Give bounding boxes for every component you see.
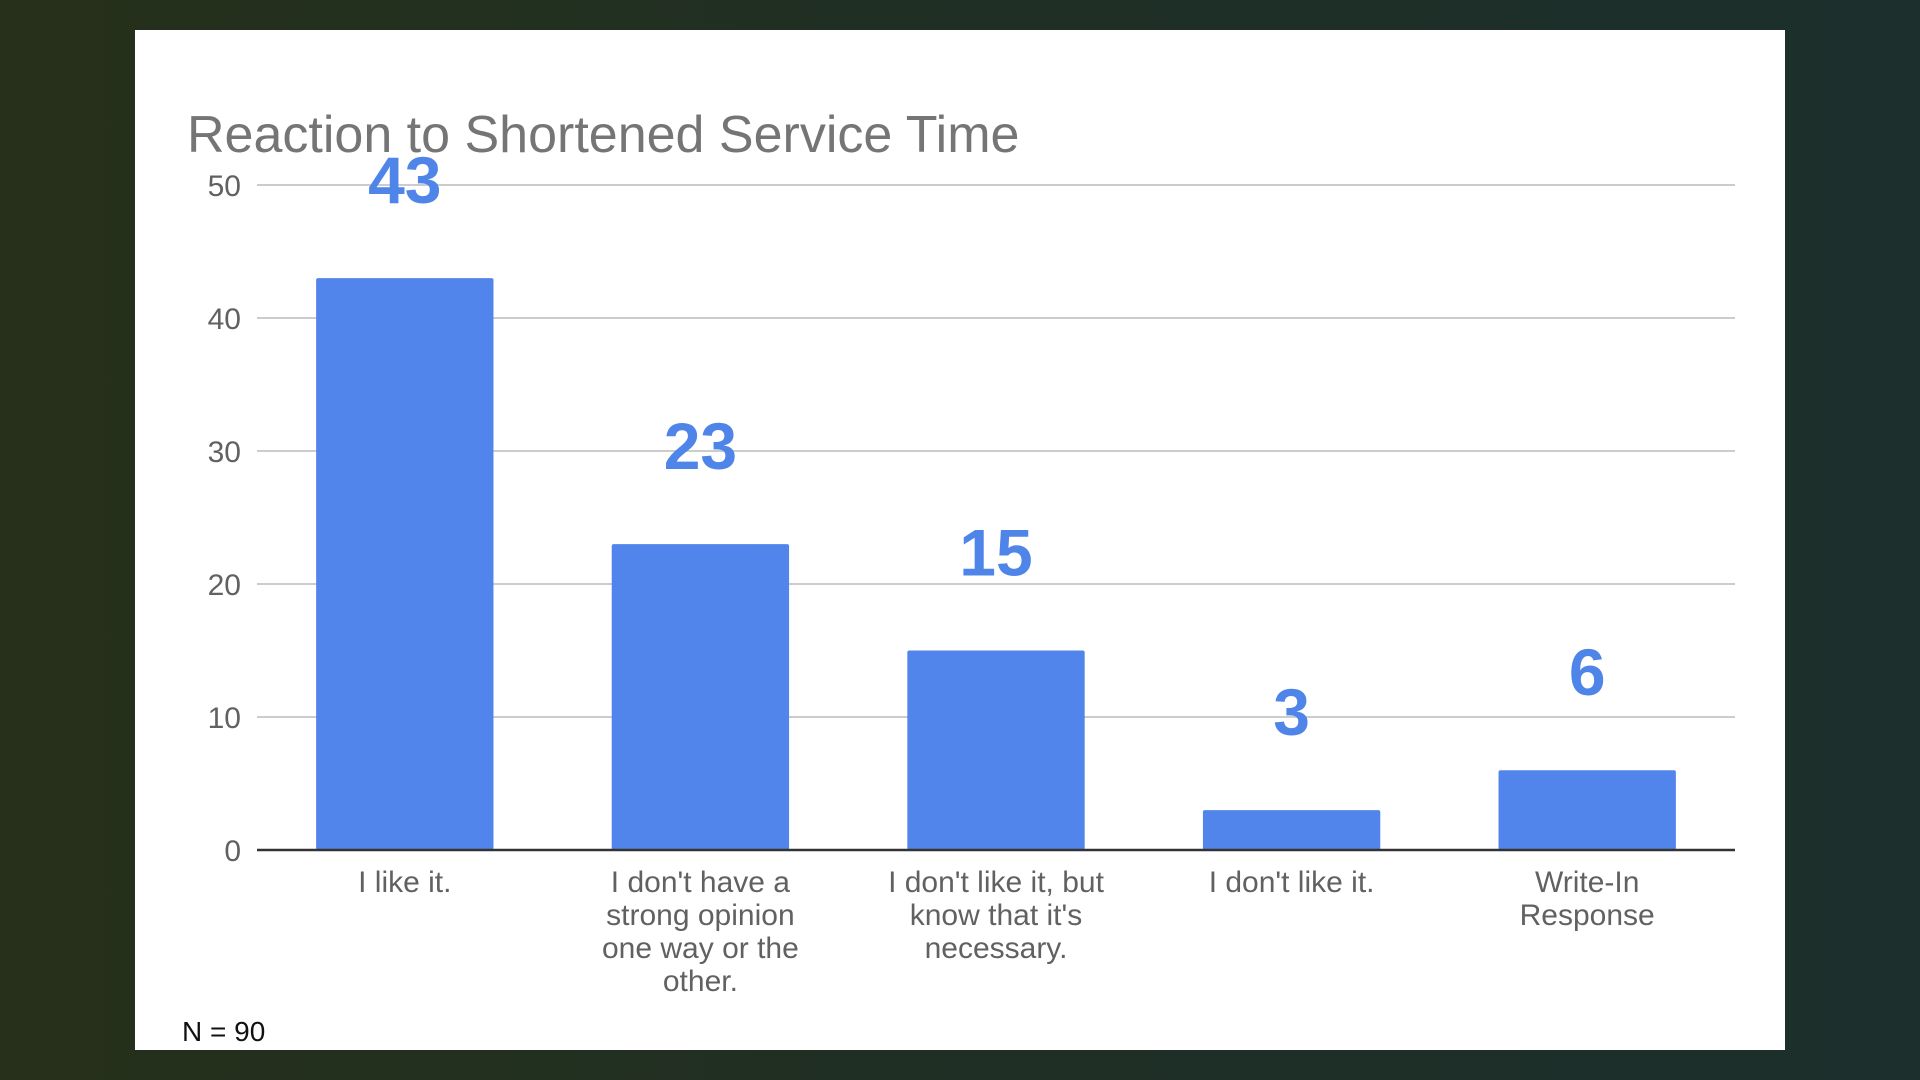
x-category-label-line: one way or the [602,932,799,965]
bar [1202,810,1381,850]
sample-size-note: N = 90 [182,1016,265,1047]
y-tick-label: 40 [208,303,241,336]
x-category-label: I don't like it, but know that it's necess… [888,866,1105,965]
x-category-label: I don't like it. [1209,866,1375,899]
data-label: 15 [959,516,1032,590]
x-category-label: I don't have a strong opinion one way or t… [602,866,799,998]
y-tick-label: 30 [208,436,241,469]
y-tick-label: 20 [208,569,241,602]
chart-card: Reaction to Shortened Service Time 0 10 20… [135,30,1785,1050]
data-label: 23 [664,409,737,483]
data-label: 6 [1569,635,1606,709]
bar-chart: Reaction to Shortened Service Time 0 10 20… [182,106,1735,1047]
bar [1498,770,1676,850]
x-category-label: I like it. [358,866,451,899]
x-category-label-line: Response [1520,899,1655,932]
x-category-label-line: strong opinion [606,899,794,932]
data-label: 43 [368,143,441,217]
data-label: 3 [1273,675,1310,749]
x-category-label: Write-In Response [1520,866,1655,932]
y-tick-label: 0 [224,835,241,868]
y-tick-label: 50 [208,170,241,203]
y-tick-label: 10 [208,702,241,735]
x-category-label-line: know that it's [910,899,1082,932]
x-category-label-line: I like it. [358,866,451,899]
x-category-label-line: Write-In [1535,866,1639,899]
x-category-label-line: I don't like it, but [888,866,1105,899]
chart-title: Reaction to Shortened Service Time [187,106,1019,164]
bar [316,278,494,851]
bar [611,544,790,850]
x-category-label-line: other. [663,965,738,998]
x-category-label-line: necessary. [925,932,1068,965]
x-category-label-line: I don't have a [611,866,791,899]
bar [907,650,1085,850]
x-category-label-line: I don't like it. [1209,866,1375,899]
